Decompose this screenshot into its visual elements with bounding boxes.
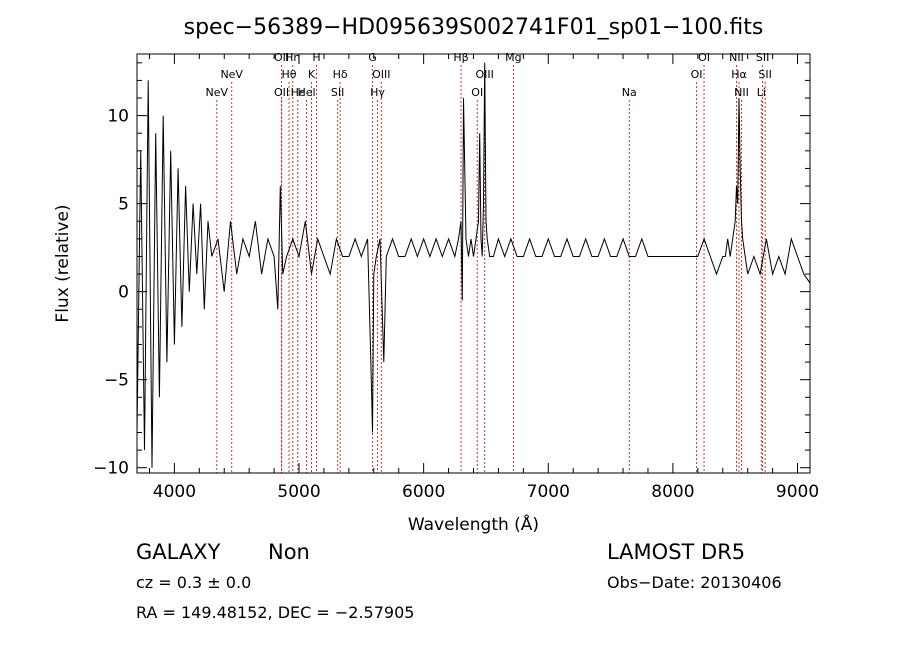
- y-tick-label: −10: [93, 459, 129, 479]
- line-marker-label: Hα: [731, 68, 747, 81]
- object-class: GALAXY: [136, 540, 221, 564]
- line-marker-label: NeV: [220, 68, 243, 81]
- spectrum-line: [136, 62, 811, 468]
- chart-title: spec−56389−HD095639S002741F01_sp01−100.f…: [184, 15, 764, 40]
- line-marker-label: OII: [274, 86, 289, 99]
- line-marker-label: Hγ: [370, 86, 385, 99]
- line-marker-label: SII: [756, 51, 769, 64]
- y-tick-label: 10: [107, 107, 129, 127]
- line-marker-label: Li: [757, 86, 766, 99]
- line-marker-label: NII: [734, 86, 749, 99]
- redshift-cz: cz = 0.3 ± 0.0: [136, 573, 252, 592]
- y-tick-label: 0: [118, 283, 129, 303]
- x-axis-label: Wavelength (Å): [408, 513, 539, 535]
- y-tick-label: −5: [104, 371, 129, 391]
- line-marker-label: Na: [622, 86, 637, 99]
- line-marker-label: Mg: [505, 51, 521, 64]
- x-tick-label: 8000: [651, 482, 694, 502]
- y-tick-label: 5: [118, 195, 129, 215]
- line-marker-label: Hel: [297, 86, 315, 99]
- line-marker-label: Hβ: [453, 51, 468, 64]
- x-tick-label: 6000: [402, 482, 445, 502]
- line-marker-label: SII: [331, 86, 344, 99]
- obs-date: Obs−Date: 20130406: [607, 573, 782, 592]
- x-tick-label: 4000: [153, 482, 196, 502]
- line-marker-label: SII: [758, 68, 771, 81]
- line-marker-label: Hη: [285, 51, 300, 64]
- line-marker-label: OI: [698, 51, 710, 64]
- line-marker-label: H: [312, 51, 320, 64]
- line-marker-label: Hε: [291, 86, 305, 99]
- x-tick-label: 7000: [527, 482, 570, 502]
- ra-dec: RA = 149.48152, DEC = −2.57905: [136, 603, 415, 622]
- line-marker-label: OIII: [372, 68, 390, 81]
- plot-frame: [136, 53, 811, 474]
- line-marker-label: NeV: [205, 86, 228, 99]
- object-subclass: Non: [268, 540, 310, 564]
- line-marker-label: OII: [274, 51, 289, 64]
- line-marker-label: NII: [729, 51, 744, 64]
- survey-name: LAMOST DR5: [607, 540, 746, 564]
- line-marker-label: Hθ: [282, 68, 297, 81]
- line-marker-label: G: [368, 51, 377, 64]
- line-marker-label: Hδ: [333, 68, 348, 81]
- x-tick-label: 5000: [277, 482, 320, 502]
- line-marker-label: OIII: [476, 68, 494, 81]
- y-axis-label: Flux (relative): [53, 204, 73, 322]
- line-marker-label: K: [308, 68, 316, 81]
- line-marker-label: OI: [471, 86, 483, 99]
- x-tick-label: 9000: [776, 482, 819, 502]
- line-marker-label: OI: [691, 68, 703, 81]
